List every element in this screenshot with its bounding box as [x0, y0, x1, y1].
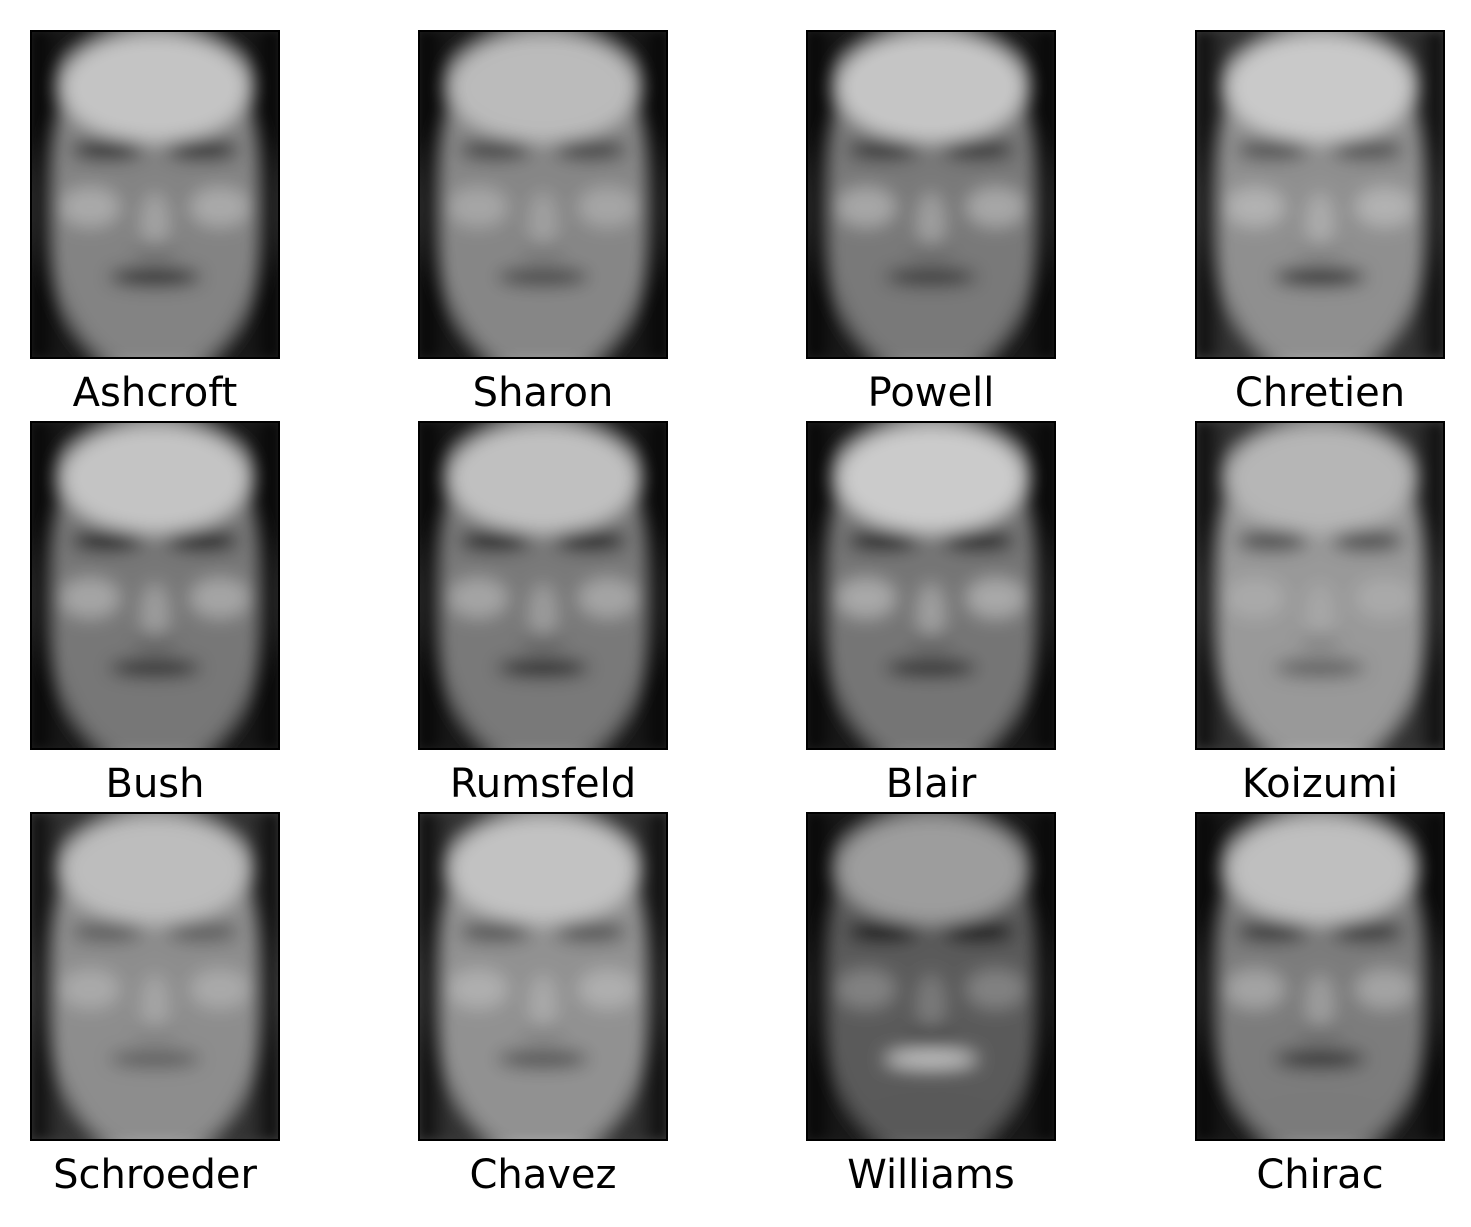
face-panel: Koizumi [1195, 421, 1445, 807]
face-image-frame [30, 812, 280, 1141]
face-panel: Schroeder [30, 812, 280, 1198]
face-panel: Powell [806, 30, 1056, 416]
face-image-frame [806, 30, 1056, 359]
face-image-frame [30, 421, 280, 750]
face-image [1197, 814, 1443, 1139]
face-image-frame [30, 30, 280, 359]
face-panel: Blair [806, 421, 1056, 807]
face-label: Chirac [1256, 1152, 1384, 1198]
face-image [32, 32, 278, 357]
face-image [420, 423, 666, 748]
face-label: Powell [867, 370, 995, 416]
face-label: Williams [847, 1152, 1015, 1198]
face-panel: Chavez [418, 812, 668, 1198]
face-label: Bush [105, 761, 205, 807]
face-image [808, 814, 1054, 1139]
face-image-frame [1195, 812, 1445, 1141]
face-label: Sharon [472, 370, 614, 416]
face-image [808, 423, 1054, 748]
face-image-frame [1195, 421, 1445, 750]
face-label: Chretien [1234, 370, 1406, 416]
face-label: Koizumi [1241, 761, 1399, 807]
face-image-frame [806, 812, 1056, 1141]
face-panel: Bush [30, 421, 280, 807]
face-panel: Ashcroft [30, 30, 280, 416]
face-image [420, 32, 666, 357]
face-image [420, 814, 666, 1139]
face-image-frame [806, 421, 1056, 750]
face-image-frame [418, 421, 668, 750]
face-panel: Sharon [418, 30, 668, 416]
face-image [1197, 423, 1443, 748]
face-image [1197, 32, 1443, 357]
face-panel: Chretien [1195, 30, 1445, 416]
face-label: Ashcroft [72, 370, 238, 416]
face-image [808, 32, 1054, 357]
face-panel: Chirac [1195, 812, 1445, 1198]
face-label: Rumsfeld [449, 761, 637, 807]
face-image [32, 814, 278, 1139]
face-label: Chavez [469, 1152, 617, 1198]
face-image-frame [418, 30, 668, 359]
face-image-frame [418, 812, 668, 1141]
face-panel: Williams [806, 812, 1056, 1198]
face-panel: Rumsfeld [418, 421, 668, 807]
face-label: Blair [885, 761, 977, 807]
face-label: Schroeder [53, 1152, 257, 1198]
face-image-frame [1195, 30, 1445, 359]
face-image [32, 423, 278, 748]
